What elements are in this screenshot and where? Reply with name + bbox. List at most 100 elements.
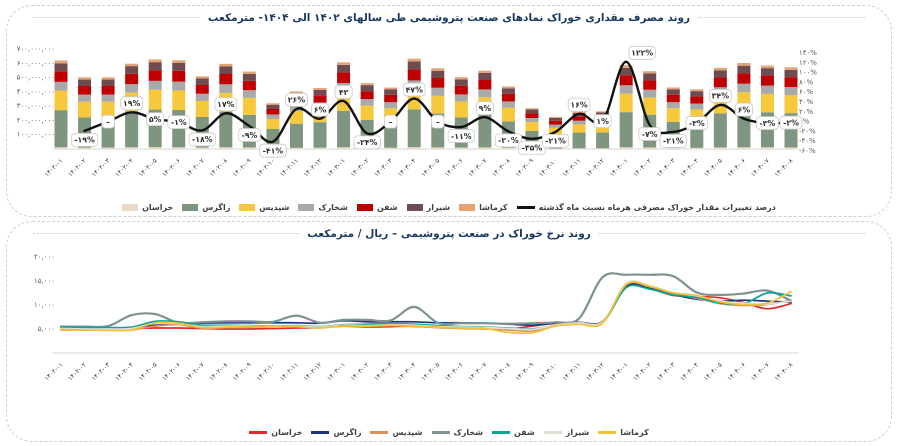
legend-swatch-zagros bbox=[311, 431, 330, 434]
svg-text:۱۴۰۴-۰۸: ۱۴۰۴-۰۸ bbox=[773, 157, 794, 178]
bottom-chart-svg: ۲۰,۰۰۰۱۵,۰۰۰۱۰,۰۰۰۵,۰۰۰-۱۴۰۲-۰۱۱۴۰۲-۰۲۱۴… bbox=[34, 253, 799, 382]
svg-text:۱۴۰۳-۰۷: ۱۴۰۳-۰۷ bbox=[467, 361, 488, 382]
svg-text:-۱۹%: -۱۹% bbox=[74, 136, 95, 145]
svg-text:۱۴۰۲-۰۲: ۱۴۰۲-۰۲ bbox=[67, 361, 88, 382]
callout-label: -۲۱% bbox=[541, 133, 570, 148]
svg-text:۱۴۰۲-۰۲: ۱۴۰۲-۰۲ bbox=[67, 157, 88, 178]
svg-text:۴۰%: ۴۰% bbox=[799, 98, 814, 106]
callout-label: ۱۹% bbox=[120, 96, 143, 111]
callout-label: -۷% bbox=[638, 127, 662, 141]
svg-text:۱۴۰۴-۰۳: ۱۴۰۴-۰۳ bbox=[656, 361, 677, 382]
callout-label: -۲۴% bbox=[353, 135, 381, 150]
legend-item-shiraz: شیراز bbox=[406, 203, 451, 212]
callout-label: ۱۲۲% bbox=[628, 45, 656, 60]
svg-text:۱۴۰۲-۰۶: ۱۴۰۲-۰۶ bbox=[161, 157, 182, 178]
legend-item-shiraz: شیراز bbox=[543, 428, 589, 437]
svg-text:۱۴۰۳-۰۶: ۱۴۰۳-۰۶ bbox=[444, 157, 465, 178]
legend-label-kermasha: کرماشا bbox=[479, 203, 508, 212]
svg-text:-۲%: -۲% bbox=[783, 118, 799, 127]
legend-swatch-shepdis bbox=[239, 204, 256, 211]
svg-text:۱۴۰۴-۰۶: ۱۴۰۴-۰۶ bbox=[726, 157, 747, 178]
svg-text:۱۴۰۴-۰۸: ۱۴۰۴-۰۸ bbox=[773, 361, 794, 382]
bottom-chart-panel: روند نرخ خوراک در صنعت پتروشیمی – ریال /… bbox=[6, 221, 892, 442]
svg-text:۱۴۰۳-۰۵: ۱۴۰۳-۰۵ bbox=[420, 361, 441, 382]
svg-text:۱۴۰۳-۱۰: ۱۴۰۳-۱۰ bbox=[538, 361, 559, 382]
legend-item-khorasan: خراسان bbox=[249, 428, 302, 437]
svg-text:۱۴۰۲-۱۲: ۱۴۰۲-۱۲ bbox=[303, 361, 324, 382]
svg-text:۱۴۰۳-۰۵: ۱۴۰۳-۰۵ bbox=[420, 157, 441, 178]
svg-text:۱۴۰۳-۰۱: ۱۴۰۳-۰۱ bbox=[326, 361, 347, 382]
callout-label: -۳% bbox=[685, 116, 709, 130]
legend-label-shepdis: شپدیس bbox=[259, 203, 290, 212]
svg-text:-۳%: -۳% bbox=[689, 119, 705, 128]
svg-text:-۴۰%: -۴۰% bbox=[799, 137, 816, 145]
legend-item-pct-line: درصد تغییرات مقدار خوراک مصرفی هرماه نسب… bbox=[516, 203, 776, 212]
legend-swatch-shkhark bbox=[298, 204, 315, 211]
svg-text:۴۰۰,۰۰۰,۰۰۰: ۴۰۰,۰۰۰,۰۰۰ bbox=[17, 88, 55, 96]
svg-text:۱۵,۰۰۰: ۱۵,۰۰۰ bbox=[34, 277, 55, 285]
svg-text:۱۴۰۲-۱۲: ۱۴۰۲-۱۲ bbox=[303, 157, 324, 178]
svg-text:-۲۱%: -۲۱% bbox=[545, 137, 566, 146]
legend-item-khorasan: خراسان bbox=[122, 203, 173, 212]
callout-label: – bbox=[431, 114, 445, 129]
legend-item-kermasha: کرماشا bbox=[598, 428, 649, 437]
top-chart-title-row: روند مصرف مقداری خوراک نمادهای صنعت پترو… bbox=[33, 10, 866, 25]
legend-swatch-zagros bbox=[182, 204, 199, 211]
svg-text:۱۴۰۴-۰۱: ۱۴۰۴-۰۱ bbox=[609, 361, 630, 382]
svg-text:۲۶%: ۲۶% bbox=[288, 96, 306, 105]
svg-text:۱۴۰۲-۰۱: ۱۴۰۲-۰۱ bbox=[43, 157, 64, 178]
svg-text:۱%: ۱% bbox=[596, 117, 609, 126]
callout-label: ۴۷% bbox=[402, 82, 426, 97]
legend-label-pct-line: درصد تغییرات مقدار خوراک مصرفی هرماه نسب… bbox=[538, 203, 776, 212]
svg-text:۱۴۰۴-۰۷: ۱۴۰۴-۰۷ bbox=[750, 361, 771, 382]
svg-text:-۷%: -۷% bbox=[642, 130, 658, 139]
callout-label: ۲۶% bbox=[285, 92, 308, 107]
svg-text:۱۴۰۳-۰۳: ۱۴۰۳-۰۳ bbox=[373, 157, 394, 178]
svg-text:۱۴۰۳-۰۱: ۱۴۰۳-۰۱ bbox=[326, 157, 347, 178]
title-rule-left bbox=[33, 233, 300, 234]
svg-text:۱۴۰۳-۰۸: ۱۴۰۳-۰۸ bbox=[491, 361, 512, 382]
svg-text:۱۶%: ۱۶% bbox=[570, 101, 588, 110]
svg-text:۱۲۲%: ۱۲۲% bbox=[631, 49, 653, 58]
svg-text:۱۴۰%: ۱۴۰% bbox=[799, 49, 817, 57]
svg-text:۶۰۰,۰۰۰,۰۰۰: ۶۰۰,۰۰۰,۰۰۰ bbox=[17, 59, 55, 67]
title-rule-right bbox=[698, 17, 866, 18]
svg-text:–: – bbox=[389, 117, 393, 126]
svg-text:۱۴۰۴-۰۱: ۱۴۰۴-۰۱ bbox=[609, 157, 630, 178]
svg-text:۱۴۰۳-۰۷: ۱۴۰۳-۰۷ bbox=[467, 157, 488, 178]
svg-text:۱۴۰۲-۱۱: ۱۴۰۲-۱۱ bbox=[279, 157, 300, 178]
svg-text:۱۴۰۳-۱۱: ۱۴۰۳-۱۱ bbox=[562, 157, 583, 178]
legend-label-shkhark: شخارک bbox=[318, 203, 348, 212]
callout-label: -۲% bbox=[779, 115, 803, 130]
svg-text:۱۰۰,۰۰۰,۰۰۰: ۱۰۰,۰۰۰,۰۰۰ bbox=[17, 131, 55, 139]
title-rule-left bbox=[33, 17, 200, 18]
legend-swatch-pct-line bbox=[516, 206, 535, 209]
callout-label: -۹% bbox=[238, 128, 261, 142]
callout-label: -۱% bbox=[167, 115, 191, 129]
top-chart-legend: خراسان زاگرس شپدیس شخارک شفن شیراز کرماشا درصد … bbox=[7, 203, 891, 212]
legend-swatch-khorasan bbox=[122, 204, 139, 211]
legend-label-shiraz: شیراز bbox=[426, 203, 451, 212]
legend-label-shepdis: شپدیس bbox=[392, 428, 423, 437]
svg-text:۱۴۰۲-۰۸: ۱۴۰۲-۰۸ bbox=[208, 157, 229, 178]
svg-text:۰%: ۰% bbox=[799, 118, 810, 126]
legend-item-shkhark: شخارک bbox=[298, 203, 348, 212]
svg-text:۶%: ۶% bbox=[738, 105, 751, 114]
svg-text:۳۰۰,۰۰۰,۰۰۰: ۳۰۰,۰۰۰,۰۰۰ bbox=[17, 102, 55, 110]
legend-label-khorasan: خراسان bbox=[142, 203, 174, 212]
svg-text:۱۰۰%: ۱۰۰% bbox=[799, 69, 817, 77]
legend-item-shafan: شفن bbox=[356, 203, 398, 212]
callout-label: ۱۷% bbox=[214, 97, 238, 112]
svg-text:۱۴۰۲-۰۴: ۱۴۰۲-۰۴ bbox=[114, 157, 135, 178]
legend-item-kermasha: کرماشا bbox=[459, 203, 508, 212]
svg-text:۱۴۰۳-۰۹: ۱۴۰۳-۰۹ bbox=[514, 361, 535, 382]
svg-text:۵,۰۰۰: ۵,۰۰۰ bbox=[38, 325, 55, 333]
svg-text:۱۰,۰۰۰: ۱۰,۰۰۰ bbox=[34, 301, 55, 309]
svg-text:۱۴۰۲-۰۷: ۱۴۰۲-۰۷ bbox=[185, 361, 206, 382]
legend-swatch-shkhark bbox=[431, 431, 450, 434]
legend-item-zagros: زاگرس bbox=[182, 203, 230, 212]
svg-text:-۳۵%: -۳۵% bbox=[522, 144, 543, 153]
legend-item-shafan: شفن bbox=[491, 428, 535, 437]
legend-swatch-shiraz bbox=[406, 204, 423, 211]
svg-text:۲۰۰,۰۰۰,۰۰۰: ۲۰۰,۰۰۰,۰۰۰ bbox=[17, 116, 55, 124]
